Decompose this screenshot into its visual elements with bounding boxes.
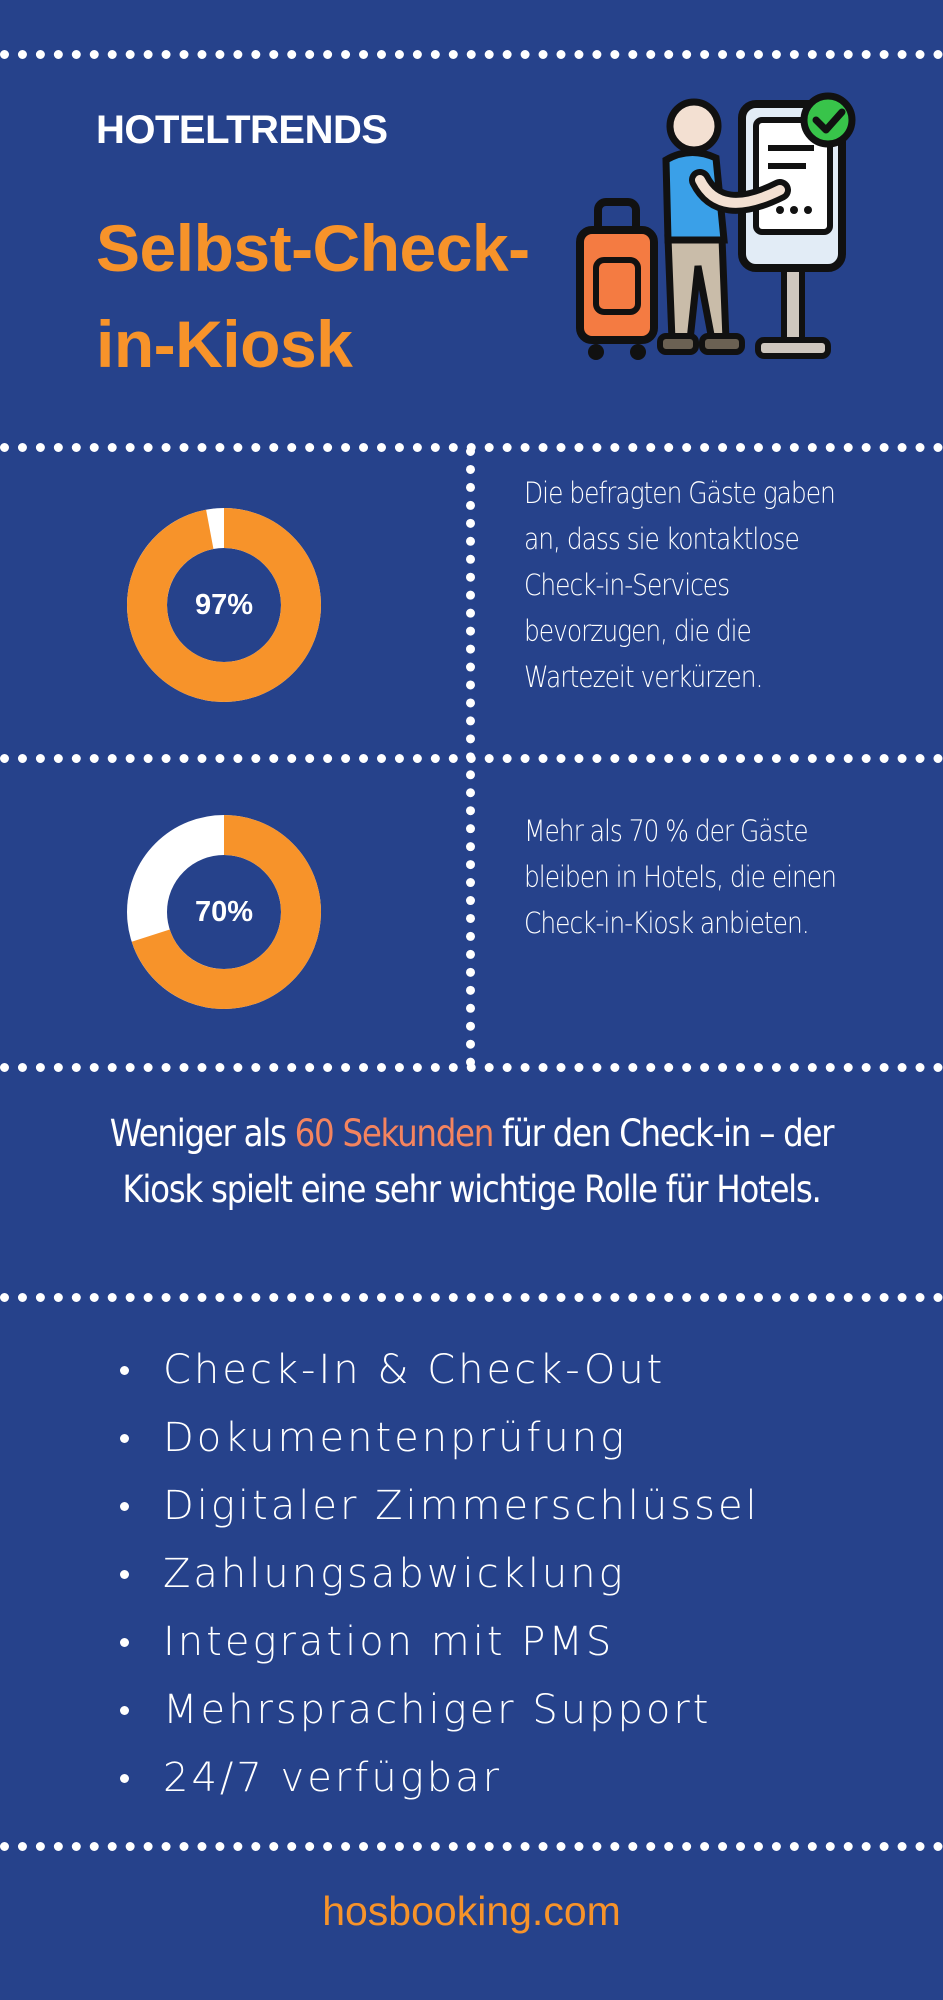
list-item: Zahlungsabwicklung [120,1540,760,1608]
feature-label: Dokumentenprüfung [163,1415,628,1461]
stat-description: Mehr als 70 % der Gäste bleiben in Hotel… [524,814,837,940]
claim-highlight: 60 Sekunden [294,1112,495,1155]
feature-label: Check-In & Check-Out [163,1347,666,1393]
list-item: Mehrsprachiger Support [120,1676,760,1744]
list-item: Dokumentenprüfung [120,1404,760,1472]
claim-bottom-divider [0,1293,943,1302]
eyebrow-label: HOTELTRENDS [96,108,388,152]
bullet-icon [120,1774,129,1783]
list-item: Digitaler Zimmerschlüssel [120,1472,760,1540]
bullet-icon [120,1638,129,1647]
kiosk-check-in-icon [570,90,860,380]
bullet-icon [120,1434,129,1443]
list-item: Integration mit PMS [120,1608,760,1676]
page-title: Selbst-Check-in-Kiosk [96,211,530,381]
feature-list: Check-In & Check-Out Dokumentenprüfung D… [120,1336,760,1812]
donut-percent-label: 97% [194,588,254,621]
list-item: 24/7 verfügbar [120,1744,760,1812]
claim-top-divider [0,1063,943,1072]
stat-description: Die befragten Gäste gaben an, dass sie k… [524,476,836,694]
donut-fill [127,815,321,1009]
claim-text-before: Weniger als [109,1112,295,1155]
feature-label: Mehrsprachiger Support [163,1687,712,1733]
stats-column-divider [466,447,475,1067]
feature-label: Zahlungsabwicklung [163,1551,626,1597]
donut-svg [127,508,321,702]
feature-label: Integration mit PMS [163,1619,615,1665]
donut-percent-label: 70% [194,895,254,928]
bullet-icon [120,1366,129,1375]
list-item: Check-In & Check-Out [120,1336,760,1404]
donut-fill [127,508,321,702]
feature-label: 24/7 verfügbar [163,1755,503,1801]
footer-domain: hosbooking.com [322,1888,621,1934]
footer-divider [0,1842,943,1851]
donut-chart-70: 70% [124,812,324,1012]
donut-chart-97: 97% [124,505,324,705]
donut-svg [127,815,321,1009]
feature-label: Digitaler Zimmerschlüssel [163,1483,760,1529]
bullet-icon [120,1706,129,1715]
bullet-icon [120,1502,129,1511]
claim-statement: Weniger als 60 Sekunden für den Check-in… [60,1106,883,1218]
claim-text-after: für den Check-in – der Kiosk spielt eine… [122,1112,834,1211]
top-divider [0,50,943,59]
bullet-icon [120,1570,129,1579]
